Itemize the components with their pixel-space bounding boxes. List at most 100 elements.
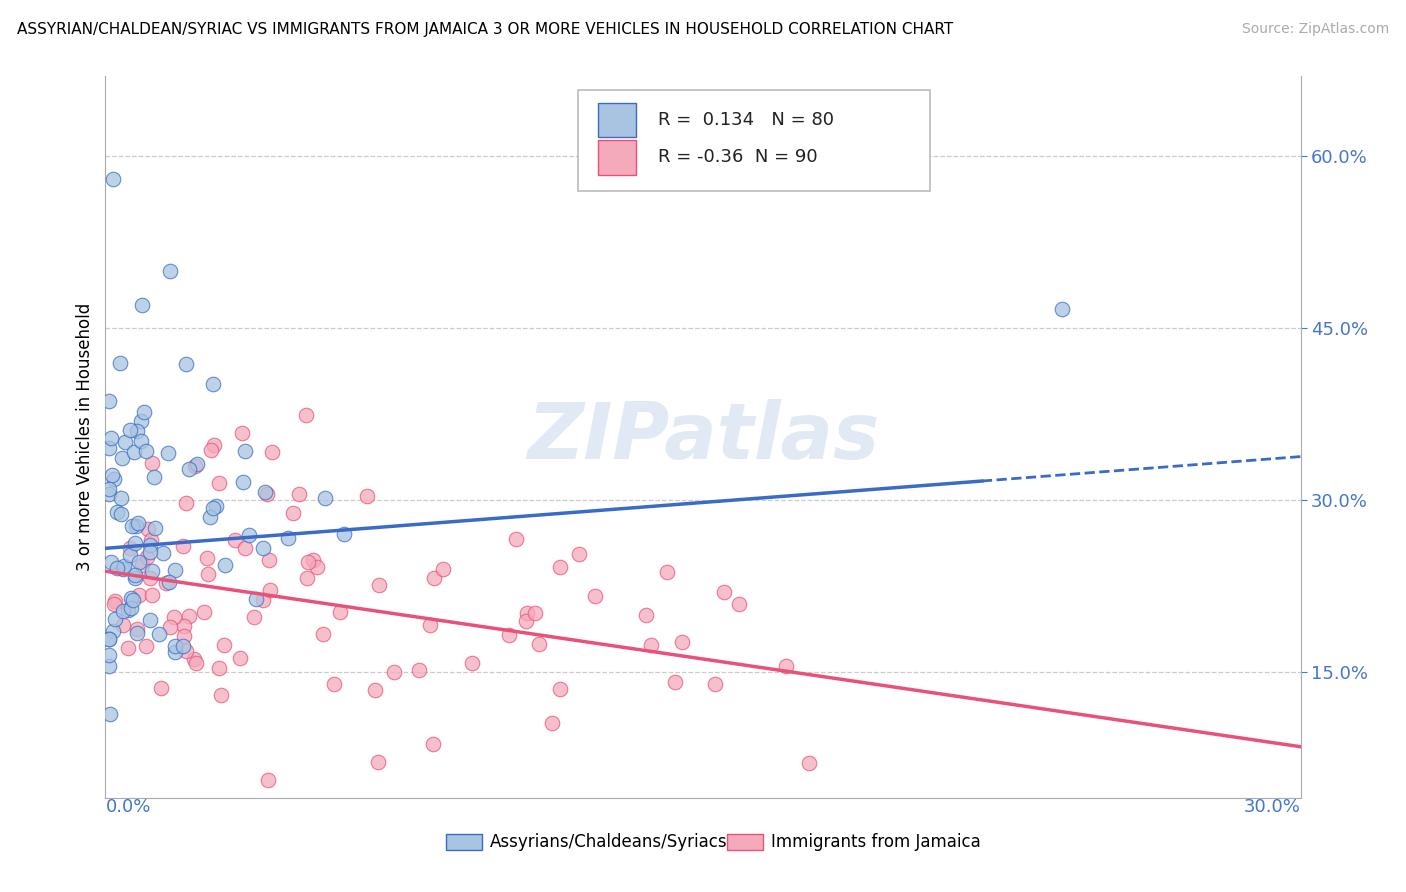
- Point: [139, 570, 162, 584]
- Point: [262, 445, 284, 459]
- Point: [524, 606, 547, 620]
- Point: [165, 639, 187, 653]
- Point: [238, 528, 260, 542]
- Point: [98, 394, 121, 409]
- Point: [232, 475, 254, 489]
- Point: [297, 571, 319, 585]
- Point: [135, 444, 157, 458]
- Point: [120, 423, 142, 437]
- Point: [101, 468, 124, 483]
- Point: [364, 682, 387, 697]
- Point: [177, 609, 200, 624]
- Point: [173, 629, 195, 643]
- Point: [118, 541, 141, 556]
- Point: [157, 574, 180, 589]
- Point: [368, 578, 391, 592]
- FancyBboxPatch shape: [578, 90, 931, 192]
- Point: [212, 638, 235, 652]
- Point: [101, 624, 124, 638]
- Point: [139, 613, 162, 627]
- Point: [98, 441, 121, 455]
- Point: [305, 560, 328, 574]
- Point: [138, 545, 160, 559]
- Point: [200, 510, 222, 524]
- Point: [209, 688, 232, 702]
- Point: [186, 457, 208, 471]
- Point: [277, 531, 299, 545]
- Point: [515, 615, 537, 629]
- Point: [152, 546, 174, 560]
- Point: [583, 589, 606, 603]
- Point: [124, 536, 146, 550]
- Point: [568, 548, 591, 562]
- Point: [174, 496, 197, 510]
- Point: [200, 443, 222, 458]
- Point: [157, 446, 180, 460]
- Point: [224, 533, 246, 548]
- Point: [256, 772, 278, 787]
- Point: [103, 597, 125, 611]
- Point: [141, 456, 163, 470]
- Point: [208, 661, 231, 675]
- Point: [108, 355, 131, 369]
- Point: [117, 640, 139, 655]
- Y-axis label: 3 or more Vehicles in Household: 3 or more Vehicles in Household: [76, 303, 94, 571]
- Point: [100, 431, 122, 445]
- Point: [105, 505, 128, 519]
- Point: [132, 405, 155, 419]
- Point: [173, 619, 195, 633]
- Point: [516, 607, 538, 621]
- Point: [202, 376, 225, 391]
- Point: [202, 437, 225, 451]
- Point: [172, 540, 194, 554]
- FancyBboxPatch shape: [446, 835, 482, 850]
- Point: [104, 593, 127, 607]
- Point: [98, 632, 121, 646]
- Point: [177, 462, 200, 476]
- Point: [382, 665, 405, 679]
- Point: [253, 485, 276, 500]
- Point: [640, 638, 662, 652]
- Point: [302, 553, 325, 567]
- Point: [155, 576, 177, 591]
- Point: [422, 737, 444, 751]
- Point: [259, 582, 281, 597]
- Point: [174, 644, 197, 658]
- Point: [127, 424, 149, 438]
- Point: [288, 487, 311, 501]
- Point: [124, 568, 146, 582]
- Point: [634, 607, 657, 622]
- Text: ZIPatlas: ZIPatlas: [527, 399, 879, 475]
- Point: [548, 682, 571, 697]
- Point: [257, 552, 280, 566]
- Point: [127, 516, 149, 530]
- Point: [111, 604, 134, 618]
- Point: [432, 562, 454, 576]
- Point: [110, 507, 132, 521]
- Text: Assyrians/Chaldeans/Syriacs: Assyrians/Chaldeans/Syriacs: [491, 833, 728, 851]
- Point: [527, 637, 550, 651]
- Point: [256, 487, 278, 501]
- Point: [252, 541, 274, 556]
- Point: [128, 555, 150, 569]
- Point: [136, 549, 159, 564]
- Point: [103, 473, 125, 487]
- Point: [131, 298, 153, 312]
- Text: Source: ZipAtlas.com: Source: ZipAtlas.com: [1241, 22, 1389, 37]
- FancyBboxPatch shape: [727, 835, 762, 850]
- Point: [461, 656, 484, 670]
- Point: [214, 558, 236, 572]
- Point: [245, 592, 267, 607]
- Point: [122, 444, 145, 458]
- Point: [208, 476, 231, 491]
- Point: [120, 591, 142, 605]
- Point: [98, 487, 121, 501]
- Point: [231, 426, 253, 441]
- Point: [105, 561, 128, 575]
- Point: [131, 558, 153, 572]
- Point: [112, 559, 135, 574]
- Text: R = -0.36  N = 90: R = -0.36 N = 90: [658, 148, 817, 167]
- Point: [124, 570, 146, 584]
- Point: [797, 756, 820, 770]
- Point: [141, 564, 163, 578]
